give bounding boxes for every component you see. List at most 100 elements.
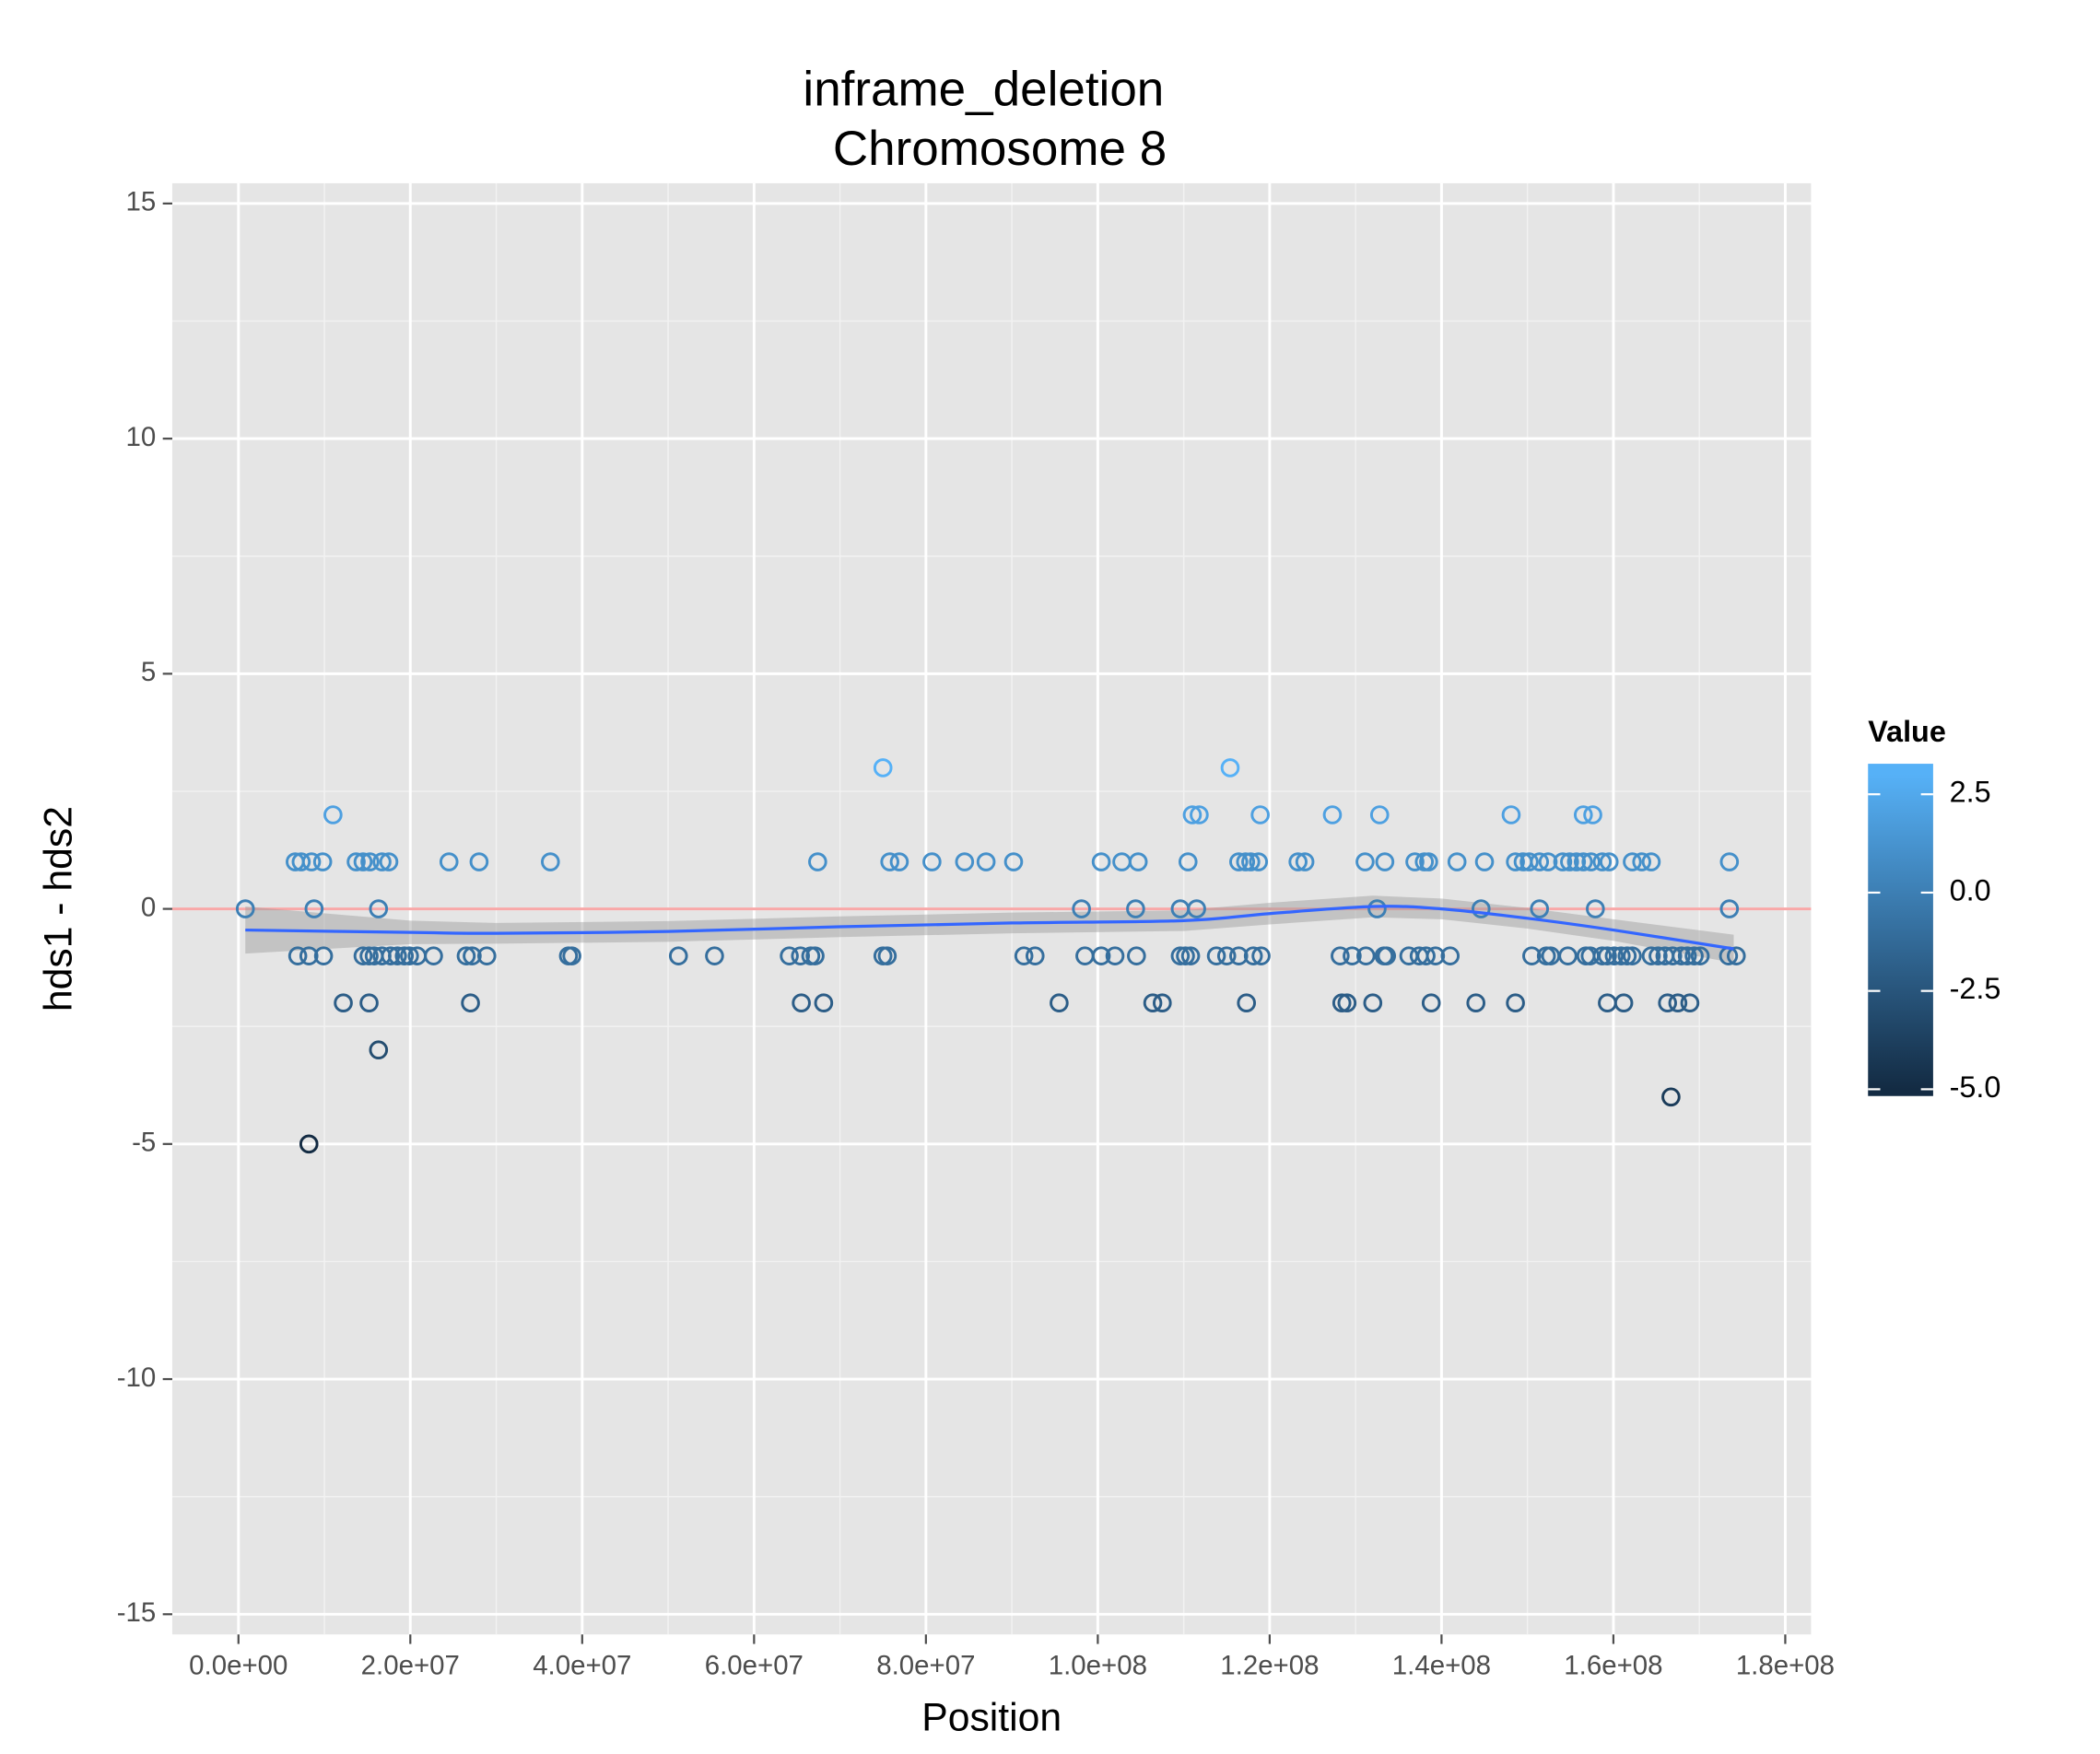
point: [1182, 805, 1203, 824]
point: [1719, 852, 1740, 871]
point: [1466, 993, 1486, 1012]
x-tick-label: 0.0e+00: [189, 1650, 287, 1680]
point: [424, 946, 443, 965]
point: [1623, 946, 1642, 965]
point: [379, 852, 399, 871]
point: [1241, 852, 1261, 871]
point: [299, 946, 319, 965]
point: [301, 852, 322, 871]
point: [1501, 805, 1521, 824]
point: [476, 946, 497, 965]
point: [1641, 946, 1661, 965]
point: [814, 993, 834, 1012]
point: [235, 899, 255, 918]
point: [463, 946, 482, 965]
point: [304, 899, 324, 918]
point: [889, 852, 909, 871]
point: [1447, 852, 1467, 871]
point: [439, 852, 459, 871]
point: [1419, 852, 1438, 871]
point: [955, 852, 975, 871]
point: [1598, 946, 1617, 965]
point: [1677, 946, 1697, 965]
point: [1617, 946, 1637, 965]
point: [1128, 852, 1148, 871]
x-tick-label: 1.2e+08: [1220, 1650, 1319, 1680]
point: [1190, 805, 1209, 824]
y-tick-label: -5: [132, 1128, 156, 1158]
point: [1153, 993, 1172, 1012]
point: [1014, 946, 1034, 965]
y-tick-label: 10: [126, 422, 157, 452]
point: [323, 805, 343, 824]
x-tick-label: 1.4e+08: [1392, 1650, 1491, 1680]
point: [1566, 852, 1587, 871]
point: [1586, 899, 1605, 918]
colorbar-tick-label: -2.5: [1950, 972, 2001, 1005]
point: [1405, 852, 1425, 871]
point: [1170, 946, 1191, 965]
point: [1105, 946, 1125, 965]
point: [1680, 993, 1700, 1012]
point: [1613, 993, 1634, 1012]
point: [313, 946, 334, 965]
point: [1553, 852, 1573, 871]
point: [1440, 946, 1461, 965]
point: [1288, 852, 1308, 871]
point: [1648, 946, 1668, 965]
point: [1216, 946, 1237, 965]
point: [1623, 852, 1642, 871]
point: [400, 946, 419, 965]
point: [456, 946, 476, 965]
point: [353, 946, 373, 965]
point: [287, 946, 308, 965]
point: [394, 946, 415, 965]
point: [1249, 852, 1269, 871]
point: [1322, 805, 1343, 824]
point: [381, 946, 401, 965]
point: [1661, 1087, 1681, 1107]
point: [1363, 993, 1383, 1012]
point: [388, 946, 407, 965]
point: [1658, 993, 1677, 1012]
point: [1641, 852, 1661, 871]
point: [1367, 899, 1387, 918]
x-tick-label: 1.0e+08: [1049, 1650, 1147, 1680]
point: [1337, 993, 1357, 1012]
point: [1236, 852, 1256, 871]
point: [1176, 946, 1195, 965]
point: [805, 946, 825, 965]
point: [1220, 758, 1240, 778]
point: [541, 852, 560, 871]
point: [369, 1040, 389, 1060]
point: [880, 852, 899, 871]
point: [461, 993, 480, 1012]
point: [1025, 946, 1045, 965]
point: [1369, 805, 1390, 824]
point: [334, 993, 353, 1012]
point: [346, 852, 366, 871]
point: [312, 852, 333, 871]
point: [1599, 852, 1619, 871]
point: [1522, 946, 1542, 965]
y-tick-label: 15: [126, 187, 157, 217]
point: [808, 852, 827, 871]
point: [1187, 899, 1206, 918]
point: [1072, 899, 1091, 918]
point: [1206, 946, 1226, 965]
point: [1668, 993, 1688, 1012]
chart-subtitle: Chromosome 8: [833, 122, 1167, 176]
confidence-band: [245, 895, 1734, 964]
point: [562, 946, 581, 965]
point: [353, 852, 373, 871]
smooth-line: [245, 905, 1734, 951]
point: [291, 852, 311, 871]
point: [1662, 946, 1683, 965]
point: [877, 946, 897, 965]
point: [360, 852, 380, 871]
point: [1237, 993, 1257, 1012]
point: [1355, 852, 1375, 871]
point: [668, 946, 688, 965]
